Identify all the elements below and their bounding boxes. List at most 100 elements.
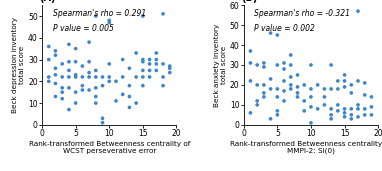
Point — [355, 80, 361, 82]
Point — [160, 63, 166, 65]
Point — [126, 95, 133, 98]
Point — [281, 100, 287, 102]
Point — [328, 108, 334, 110]
Point — [99, 76, 105, 78]
Point — [73, 76, 79, 78]
Point — [348, 114, 354, 116]
Point — [86, 76, 92, 78]
Text: (A): (A) — [39, 0, 56, 3]
Point — [133, 52, 139, 54]
Point — [288, 76, 294, 78]
Point — [248, 80, 254, 82]
Point — [93, 102, 99, 104]
Point — [288, 88, 294, 90]
Point — [342, 115, 348, 118]
Point — [93, 69, 99, 72]
Point — [59, 76, 65, 78]
Point — [308, 96, 314, 98]
Point — [140, 58, 146, 61]
Point — [73, 73, 79, 76]
Point — [167, 71, 173, 74]
Point — [335, 88, 341, 90]
Point — [140, 84, 146, 87]
Point — [342, 74, 348, 76]
Point — [153, 63, 159, 65]
Point — [106, 63, 112, 65]
Point — [147, 63, 153, 65]
Point — [106, 76, 112, 78]
Point — [308, 64, 314, 66]
Point — [295, 91, 301, 94]
Point — [99, 84, 105, 87]
Point — [153, 58, 159, 61]
Point — [126, 106, 133, 109]
Point — [355, 103, 361, 106]
Point — [160, 84, 166, 87]
Point — [99, 117, 105, 120]
Point — [288, 54, 294, 56]
Point — [79, 89, 86, 91]
Point — [167, 65, 173, 67]
Point — [342, 80, 348, 82]
Y-axis label: Beck depression inventory
total score: Beck depression inventory total score — [12, 17, 25, 113]
Point — [274, 96, 280, 98]
Point — [254, 64, 260, 66]
Point — [348, 91, 354, 94]
Point — [86, 41, 92, 43]
Point — [167, 67, 173, 70]
Point — [79, 65, 86, 67]
Point — [73, 91, 79, 94]
Point — [355, 115, 361, 118]
Point — [86, 89, 92, 91]
Point — [86, 60, 92, 63]
Point — [267, 88, 274, 90]
Point — [281, 90, 287, 92]
Point — [267, 32, 274, 34]
Point — [52, 82, 58, 85]
Point — [113, 80, 119, 83]
Point — [362, 114, 368, 116]
Point — [73, 102, 79, 104]
Point — [368, 96, 374, 98]
Point — [140, 76, 146, 78]
Point — [308, 88, 314, 90]
Point — [261, 66, 267, 68]
Point — [160, 12, 166, 15]
Point — [59, 63, 65, 65]
Point — [66, 69, 72, 72]
Text: P value = 0.002: P value = 0.002 — [254, 24, 316, 33]
Point — [120, 93, 126, 96]
Point — [140, 60, 146, 63]
Point — [254, 100, 260, 102]
Point — [120, 76, 126, 78]
Point — [113, 100, 119, 102]
Point — [106, 80, 112, 83]
Point — [301, 84, 307, 86]
Point — [120, 58, 126, 61]
Text: Spearman's rho = 0.291: Spearman's rho = 0.291 — [53, 9, 146, 18]
Point — [46, 76, 52, 78]
X-axis label: Rank-transformed Betweenness centrality of
WCST perseverative error: Rank-transformed Betweenness centrality … — [29, 141, 190, 154]
Point — [52, 49, 58, 52]
Point — [126, 67, 133, 70]
Point — [248, 62, 254, 64]
Point — [295, 74, 301, 76]
Point — [160, 76, 166, 78]
Point — [147, 76, 153, 78]
Point — [52, 95, 58, 98]
Point — [99, 121, 105, 124]
Point — [335, 80, 341, 82]
Point — [52, 67, 58, 70]
Point — [362, 94, 368, 96]
Point — [315, 84, 321, 86]
Point — [355, 10, 361, 12]
Point — [133, 102, 139, 104]
Point — [66, 108, 72, 111]
Point — [281, 68, 287, 70]
Point — [93, 15, 99, 17]
Point — [281, 62, 287, 64]
Point — [335, 109, 341, 112]
Point — [328, 117, 334, 120]
Point — [308, 106, 314, 108]
Point — [328, 64, 334, 66]
